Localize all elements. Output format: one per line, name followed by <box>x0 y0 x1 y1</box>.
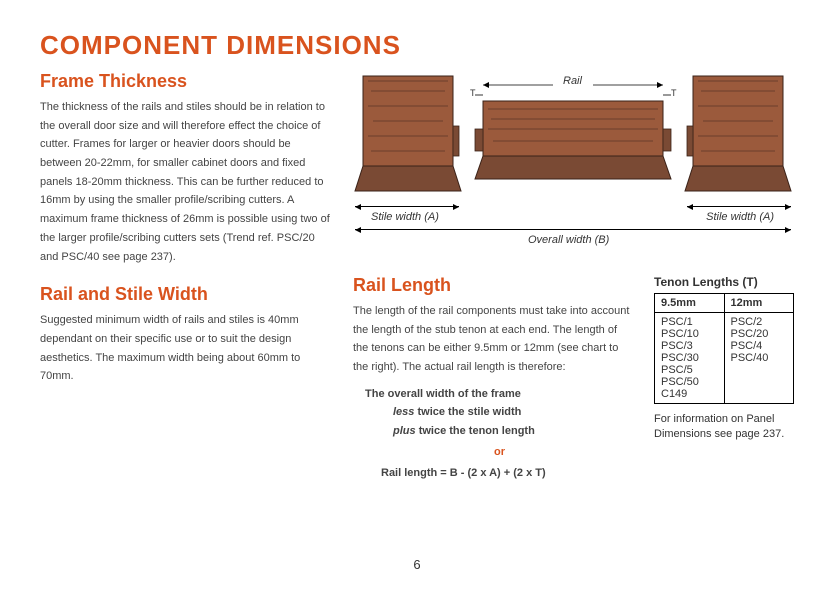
tenon-col2-cells: PSC/2PSC/20PSC/4PSC/40 <box>724 313 794 404</box>
stile-width-a-right: Stile width (A) <box>706 211 774 223</box>
formula-or: or <box>365 443 634 462</box>
wood-joint-svg <box>353 71 793 221</box>
tenon-table: 9.5mm12mm PSC/1PSC/10PSC/3PSC/30PSC/5PSC… <box>654 293 794 404</box>
formula-equation: Rail length = B - (2 x A) + (2 x T) <box>365 464 634 483</box>
page-number: 6 <box>413 557 420 572</box>
tenon-note: For information on Panel Dimensions see … <box>654 412 794 443</box>
formula-line2: less twice the stile width <box>365 403 634 422</box>
formula-line3: plus twice the tenon length <box>365 422 634 441</box>
rail-label: Rail <box>563 75 582 87</box>
rail-length-heading: Rail Length <box>353 275 634 296</box>
formula-line1: The overall width of the frame <box>365 385 634 404</box>
tenon-lengths-label: Tenon Lengths (T) <box>654 275 794 289</box>
stile-width-a-left: Stile width (A) <box>371 211 439 223</box>
tenon-col1-cells: PSC/1PSC/10PSC/3PSC/30PSC/5PSC/50C149 <box>655 313 725 404</box>
tenon-col2-header: 12mm <box>724 294 794 313</box>
t-mark-left: T <box>470 88 476 98</box>
rail-stile-width-text: Suggested minimum width of rails and sti… <box>40 311 335 386</box>
page-title: COMPONENT DIMENSIONS <box>40 30 794 61</box>
rail-length-text: The length of the rail components must t… <box>353 302 634 377</box>
joinery-diagram: Rail T T Stile width (A) Stile width (A)… <box>353 71 794 251</box>
overall-width-b: Overall width (B) <box>528 234 609 246</box>
tenon-col1-header: 9.5mm <box>655 294 725 313</box>
rail-stile-width-heading: Rail and Stile Width <box>40 284 335 305</box>
frame-thickness-text: The thickness of the rails and stiles sh… <box>40 98 335 266</box>
t-mark-right: T <box>671 88 677 98</box>
frame-thickness-heading: Frame Thickness <box>40 71 335 92</box>
